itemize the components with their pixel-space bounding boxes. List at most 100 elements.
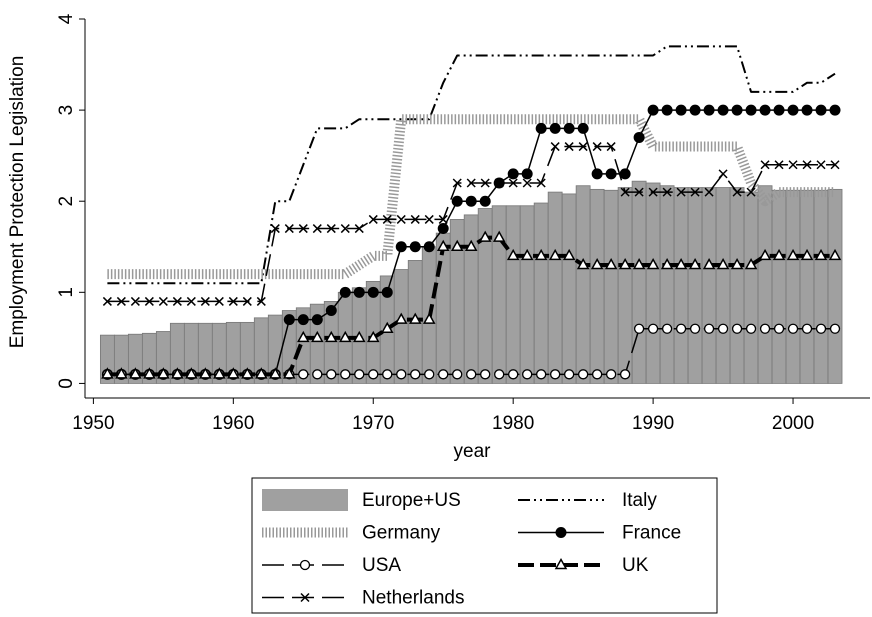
- marker: [661, 323, 673, 334]
- marker: [815, 323, 827, 334]
- marker: [298, 369, 309, 380]
- marker: [115, 367, 128, 379]
- marker: [409, 241, 421, 253]
- marker: [592, 142, 602, 152]
- x-tick-label: 1990: [632, 413, 674, 434]
- marker: [368, 369, 379, 380]
- line: [107, 45, 836, 285]
- marker: [396, 369, 407, 380]
- marker: [830, 160, 840, 170]
- marker: [555, 527, 567, 538]
- marker: [116, 296, 126, 306]
- legend-label: Europe+US: [362, 490, 461, 511]
- marker: [605, 369, 617, 380]
- bar: [575, 185, 591, 384]
- marker: [424, 214, 434, 224]
- marker: [620, 187, 630, 197]
- marker: [605, 168, 617, 180]
- marker: [522, 178, 532, 188]
- bar: [799, 189, 815, 384]
- marker: [730, 257, 744, 270]
- x-tick-label: 2000: [772, 413, 814, 434]
- marker: [368, 214, 378, 224]
- marker: [172, 296, 182, 306]
- marker: [690, 187, 700, 197]
- marker: [466, 369, 477, 380]
- marker: [299, 559, 311, 571]
- marker: [466, 178, 476, 188]
- marker: [297, 330, 310, 343]
- marker: [185, 367, 198, 379]
- marker: [802, 160, 812, 170]
- marker: [200, 296, 210, 306]
- bar: [435, 232, 451, 384]
- bar: [701, 187, 717, 384]
- marker: [436, 239, 450, 252]
- marker: [689, 323, 701, 334]
- marker: [731, 323, 743, 334]
- marker: [576, 257, 590, 270]
- y-tick-label: 4: [56, 13, 77, 24]
- marker: [718, 169, 728, 179]
- marker: [604, 257, 618, 270]
- marker: [520, 248, 534, 261]
- marker: [674, 257, 688, 270]
- marker: [270, 224, 280, 234]
- marker: [338, 330, 352, 343]
- marker: [633, 323, 645, 334]
- marker: [788, 160, 798, 170]
- marker: [465, 195, 477, 207]
- marker: [325, 330, 338, 343]
- y-tick-label: 2: [56, 196, 77, 207]
- bar: [519, 205, 535, 384]
- marker: [548, 248, 562, 261]
- bar: [645, 182, 661, 384]
- marker: [340, 369, 351, 380]
- x-tick-label: 1980: [492, 413, 534, 434]
- marker: [354, 369, 365, 380]
- marker: [801, 104, 813, 116]
- marker: [773, 104, 785, 116]
- marker: [549, 122, 561, 134]
- marker: [634, 187, 644, 197]
- bar: [827, 188, 843, 384]
- marker: [536, 369, 547, 380]
- marker: [744, 257, 758, 270]
- marker: [550, 369, 561, 380]
- marker: [632, 257, 646, 270]
- marker: [325, 305, 337, 317]
- marker: [564, 369, 575, 380]
- marker: [144, 296, 154, 306]
- marker: [213, 367, 226, 379]
- marker: [787, 104, 799, 116]
- marker: [339, 286, 351, 298]
- marker: [675, 104, 687, 116]
- marker: [787, 323, 799, 334]
- legend-label: Netherlands: [362, 588, 464, 609]
- marker: [562, 248, 576, 261]
- marker: [647, 323, 659, 334]
- marker: [745, 323, 757, 334]
- marker: [646, 257, 660, 270]
- marker: [716, 257, 730, 270]
- marker: [326, 224, 336, 234]
- marker: [382, 369, 393, 380]
- marker: [326, 369, 337, 380]
- marker: [704, 187, 714, 197]
- marker: [814, 248, 828, 261]
- bar: [673, 187, 689, 384]
- bar: [617, 187, 633, 384]
- bar: [603, 189, 619, 384]
- marker: [606, 142, 616, 152]
- marker: [367, 286, 379, 298]
- marker: [242, 296, 252, 306]
- y-axis-title: Employment Protection Legislation: [7, 56, 28, 349]
- bar: [813, 189, 829, 384]
- marker: [758, 248, 772, 261]
- marker: [746, 187, 756, 197]
- marker: [508, 369, 519, 380]
- y-tick-label: 0: [56, 378, 77, 389]
- marker: [129, 367, 142, 379]
- marker: [494, 178, 504, 188]
- marker: [214, 296, 224, 306]
